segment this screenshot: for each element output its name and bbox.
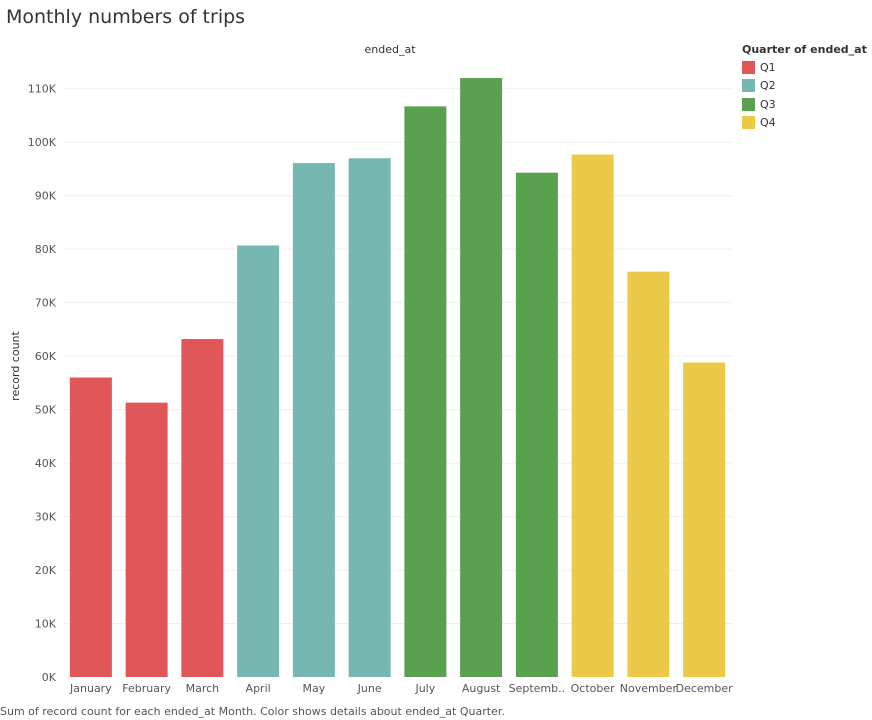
column-header: ended_at: [364, 43, 416, 56]
bars: [69, 78, 726, 678]
legend-item-q4[interactable]: Q4: [742, 114, 867, 133]
bar-july[interactable]: [404, 106, 447, 677]
chart-title: Monthly numbers of trips: [6, 6, 246, 28]
legend: Quarter of ended_at Q1 Q2 Q3 Q4: [742, 43, 867, 132]
legend-label: Q3: [760, 97, 776, 111]
x-tick-label: January: [69, 682, 112, 695]
y-tick-label: 60K: [35, 350, 57, 363]
x-tick-label: August: [462, 682, 501, 695]
x-axis-ticks: January February March April May June July Augu…: [69, 682, 733, 695]
y-axis-label: record count: [9, 330, 22, 400]
legend-label: Q1: [760, 60, 776, 74]
legend-swatch: [742, 97, 755, 111]
legend-title: Quarter of ended_at: [742, 43, 867, 56]
x-tick-label: May: [303, 682, 326, 695]
bar-may[interactable]: [292, 163, 335, 677]
bar-march[interactable]: [181, 339, 224, 677]
y-tick-label: 0K: [42, 671, 57, 684]
y-tick-label: 100K: [28, 136, 57, 149]
x-tick-label: March: [186, 682, 220, 695]
bar-june[interactable]: [348, 158, 391, 677]
legend-item-q1[interactable]: Q1: [742, 58, 867, 77]
y-axis-ticks: 0K 10K 20K 30K 40K 50K 60K 70K 80K 90K 100K 110K: [28, 83, 57, 684]
y-tick-label: 20K: [35, 564, 57, 577]
x-tick-label: July: [414, 682, 435, 695]
y-tick-label: 110K: [28, 83, 57, 96]
legend-label: Q2: [760, 79, 776, 93]
legend-swatch: [742, 116, 755, 130]
y-tick-label: 90K: [35, 190, 57, 203]
y-tick-label: 70K: [35, 297, 57, 310]
bar-october[interactable]: [571, 154, 614, 677]
x-tick-label: October: [571, 682, 615, 695]
bar-february[interactable]: [125, 402, 168, 677]
bar-august[interactable]: [460, 78, 503, 678]
x-tick-label: February: [122, 682, 171, 695]
x-tick-label: June: [357, 682, 382, 695]
bar-december[interactable]: [683, 362, 726, 677]
x-tick-label: November: [620, 682, 678, 695]
bar-november[interactable]: [627, 271, 670, 677]
x-tick-label: April: [246, 682, 271, 695]
legend-swatch: [742, 79, 755, 93]
y-tick-label: 30K: [35, 511, 57, 524]
gridlines: [63, 88, 732, 625]
x-tick-label: December: [676, 682, 734, 695]
y-tick-label: 10K: [35, 618, 57, 631]
chart-caption: Sum of record count for each ended_at Mo…: [0, 705, 505, 718]
legend-swatch: [742, 60, 755, 74]
y-tick-label: 50K: [35, 404, 57, 417]
legend-item-q2[interactable]: Q2: [742, 77, 867, 96]
bar-septemb[interactable]: [515, 172, 558, 677]
y-tick-label: 40K: [35, 457, 57, 470]
x-tick-label: Septemb..: [509, 682, 566, 695]
y-tick-label: 80K: [35, 243, 57, 256]
bar-january[interactable]: [69, 377, 112, 677]
legend-label: Q4: [760, 116, 776, 130]
legend-item-q3[interactable]: Q3: [742, 95, 867, 114]
bar-april[interactable]: [237, 245, 280, 678]
